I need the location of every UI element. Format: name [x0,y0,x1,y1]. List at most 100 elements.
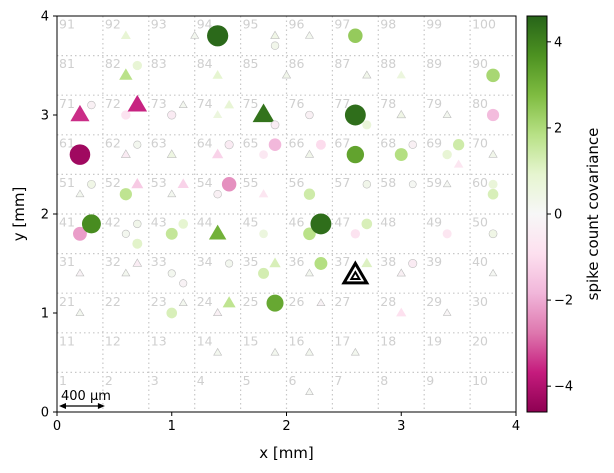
electrode-number: 4 [197,373,205,388]
circle-point [69,144,91,165]
y-tick-label: 4 [41,10,49,25]
electrode-number: 58 [380,175,396,190]
colorbar: −4 −2 0 2 4 spike count covariance [526,15,602,413]
electrode-number: 10 [472,373,488,388]
circle-point [225,259,234,268]
triangle-point [304,31,314,39]
y-tick-label: 0 [41,406,49,421]
electrode-number: 44 [197,215,213,230]
electrode-number: 99 [426,17,442,32]
triangle-point [177,178,189,188]
circle-point [348,28,363,44]
electrode-number: 21 [59,294,75,309]
triangle-point [281,70,292,79]
electrode-number: 69 [426,135,442,150]
electrode-number: 33 [151,254,167,269]
colorbar-tick-label: 0 [554,208,562,223]
electrode-number: 57 [334,175,350,190]
electrode-number: 98 [380,17,396,32]
circle-point [166,307,178,319]
electrode-number: 76 [289,96,305,111]
circle-point [167,110,177,120]
circle-point [178,219,189,229]
triangle-point [316,298,326,306]
electrode-number: 12 [105,333,121,348]
electrode-number: 41 [59,215,75,230]
circle-point [119,188,132,201]
electrode-number: 24 [197,294,213,309]
triangle-point [166,149,177,158]
electrode-number: 2 [105,373,113,388]
circle-point [121,229,130,238]
electrode-number: 5 [243,373,251,388]
electrode-number: 35 [243,254,259,269]
circle-point [442,149,452,160]
circle-point [87,179,96,189]
electrode-number: 22 [105,294,121,309]
circle-point [268,138,282,151]
colorbar-gradient [526,15,548,413]
triangle-point [120,30,131,40]
reference-electrode [341,260,370,285]
electrode-number: 34 [197,254,213,269]
circle-point [87,100,96,110]
electrode-number: 39 [426,254,442,269]
triangle-point [178,100,188,108]
circle-point [344,104,366,126]
colorbar-tick-label: 2 [554,121,562,136]
electrode-number: 17 [334,333,350,348]
electrode-number: 50 [472,215,488,230]
electrode-number: 11 [59,333,75,348]
scale-bar: 400 μm [59,389,111,409]
electrode-number: 32 [105,254,121,269]
circle-point [346,145,365,164]
y-axis-ticks: 0 1 2 3 4 [41,10,57,421]
electrode-number: 45 [243,215,259,230]
circle-point [408,140,417,149]
colorbar-ticks: −4 −2 0 2 4 [547,35,573,395]
electrode-number: 73 [151,96,167,111]
electrode-number: 78 [380,96,396,111]
electrode-number: 16 [289,333,305,348]
triangle-point [127,94,148,112]
circle-point [315,139,326,150]
electrode-number: 65 [243,135,259,150]
x-tick-label: 1 [168,419,176,434]
electrode-number: 48 [380,215,396,230]
circle-point [213,190,222,199]
triangle-point [120,149,131,158]
y-tick-label: 3 [41,109,49,124]
electrode-number: 97 [334,17,350,32]
electrode-number: 31 [59,254,75,269]
triangle-point [213,110,223,119]
triangle-point [224,99,235,109]
circle-point [488,179,498,189]
electrode-number: 52 [105,175,121,190]
electrode-number: 86 [289,56,305,71]
circle-point [487,188,499,200]
electrode-number: 14 [197,333,213,348]
electrode-number: 53 [151,175,167,190]
electrode-number: 20 [472,333,488,348]
triangle-point [222,296,236,308]
circle-point [350,229,361,239]
triangle-point [270,347,280,356]
triangle-point [488,149,498,158]
colorbar-tick-label: −4 [554,380,573,395]
electrode-number: 71 [59,96,75,111]
electrode-number: 89 [426,56,442,71]
triangle-point [213,347,223,356]
circle-point [81,214,101,234]
electrode-number: 15 [243,333,259,348]
electrode-number: 18 [380,333,396,348]
colorbar-tick-label: −2 [554,294,573,309]
circle-point [221,177,237,192]
scale-bar-label: 400 μm [61,389,111,404]
circle-point [270,41,280,50]
circle-point [362,180,372,189]
circle-point [132,60,143,71]
x-axis-ticks: 0 1 2 3 4 [53,412,520,434]
triangle-point [396,307,407,317]
circle-point [165,227,178,240]
